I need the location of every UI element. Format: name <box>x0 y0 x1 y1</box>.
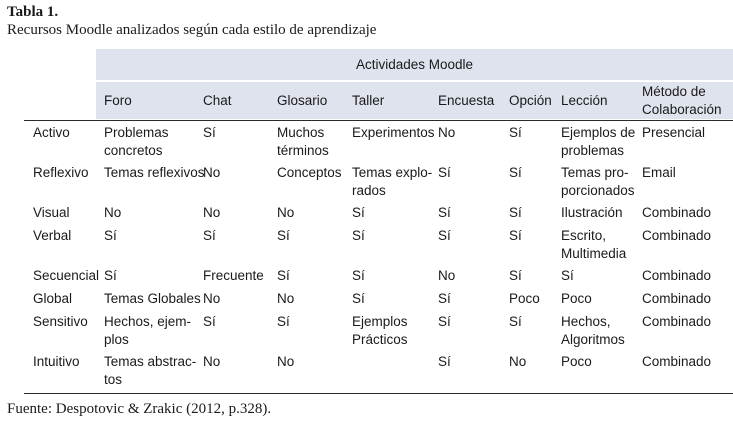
table-cell: Sí <box>438 165 451 180</box>
table-cell: Sí <box>509 228 522 243</box>
table-cell: Sí <box>104 228 117 243</box>
row-label: Reflexivo <box>33 165 89 180</box>
table-cell: Hechos, ejem- plos <box>104 314 192 347</box>
table-cell: Sí <box>352 268 365 283</box>
table-cell: Sí <box>352 228 365 243</box>
table-cell: Combinado <box>642 291 712 306</box>
table-cell: Temas reflexivos <box>104 165 205 180</box>
column-header: Método de Colaboración <box>642 84 722 117</box>
table-cell: Combinado <box>642 314 712 329</box>
table-cell: Sí <box>104 268 117 283</box>
table-cell: Sí <box>203 314 216 329</box>
table-cell: Muchos términos <box>277 125 329 158</box>
table-cell: No <box>203 354 221 369</box>
table-cell: Sí <box>438 205 451 220</box>
table-cell: Sí <box>277 268 290 283</box>
group-header-title: Actividades Moodle <box>355 57 474 72</box>
table-cell: Sí <box>438 314 451 329</box>
table-cell: Temas Globales <box>104 291 201 306</box>
table-cell: Sí <box>509 268 522 283</box>
table-cell: Sí <box>438 354 451 369</box>
table-cell: Problemas concretos <box>104 125 169 158</box>
table-cell: Sí <box>561 268 574 283</box>
column-header: Taller <box>352 93 385 108</box>
table-cell: Sí <box>352 291 365 306</box>
table-cell: Sí <box>203 125 216 140</box>
table-cell: No <box>203 205 221 220</box>
table-cell: No <box>438 268 456 283</box>
column-header: Opción <box>509 93 552 108</box>
column-header: Chat <box>203 93 232 108</box>
table-cell: Poco <box>561 291 592 306</box>
column-header: Lección <box>561 93 608 108</box>
table-cell: Ilustración <box>561 205 623 220</box>
table-cell: No <box>277 205 295 220</box>
table-cell: Sí <box>203 228 216 243</box>
table-cell: No <box>509 354 527 369</box>
row-label: Activo <box>33 125 70 140</box>
table-cell: Temas explo- rados <box>352 165 433 198</box>
table-caption-title: Tabla 1. <box>7 4 59 20</box>
table-cell: Sí <box>509 165 522 180</box>
table-cell: No <box>104 205 122 220</box>
table-cell: Sí <box>509 314 522 329</box>
row-label: Intuitivo <box>33 354 80 369</box>
table-cell: Escrito, Multimedia <box>561 228 627 261</box>
table-cell: Sí <box>438 228 451 243</box>
column-header-band <box>96 82 733 119</box>
column-header: Glosario <box>277 93 328 108</box>
table-cell: Hechos, Algoritmos <box>561 314 625 347</box>
table-cell: Temas abstrac- tos <box>104 354 197 387</box>
table-cell: Sí <box>352 205 365 220</box>
row-label: Verbal <box>33 228 72 243</box>
column-header: Foro <box>104 93 132 108</box>
table-cell: Ejemplos Prácticos <box>352 314 408 347</box>
row-label: Visual <box>33 205 70 220</box>
table-caption-subtitle: Recursos Moodle analizados según cada es… <box>7 22 377 38</box>
table-cell: Poco <box>561 354 592 369</box>
table-cell: Frecuente <box>203 268 264 283</box>
row-label: Global <box>33 291 73 306</box>
table-cell: Temas pro- porcionados <box>561 165 635 198</box>
table-cell: Combinado <box>642 228 712 243</box>
table-cell: No <box>438 125 456 140</box>
table-cell: Sí <box>277 314 290 329</box>
table-cell: Sí <box>277 228 290 243</box>
row-label: Sensitivo <box>33 314 88 329</box>
table-cell: No <box>203 291 221 306</box>
table-cell: Email <box>642 165 676 180</box>
table-cell: Combinado <box>642 268 712 283</box>
table-cell: Combinado <box>642 205 712 220</box>
bottom-rule <box>24 393 733 394</box>
table-cell: Presencial <box>642 125 706 140</box>
header-rule <box>24 120 733 121</box>
table-cell: Poco <box>509 291 540 306</box>
table-cell: Ejemplos de problemas <box>561 125 636 158</box>
table-source: Fuente: Despotovic & Zrakic (2012, p.328… <box>7 401 272 417</box>
table-cell: Experimentos <box>352 125 435 140</box>
table-cell: Sí <box>509 125 522 140</box>
group-header-band <box>96 49 733 80</box>
table-cell: Combinado <box>642 354 712 369</box>
table-cell: Sí <box>438 291 451 306</box>
table-cell: Conceptos <box>277 165 342 180</box>
table-cell: No <box>277 291 295 306</box>
table-cell: Sí <box>509 205 522 220</box>
table-cell: No <box>277 354 295 369</box>
table-cell: No <box>203 165 221 180</box>
row-label: Secuencial <box>33 268 100 283</box>
column-header: Encuesta <box>438 93 495 108</box>
